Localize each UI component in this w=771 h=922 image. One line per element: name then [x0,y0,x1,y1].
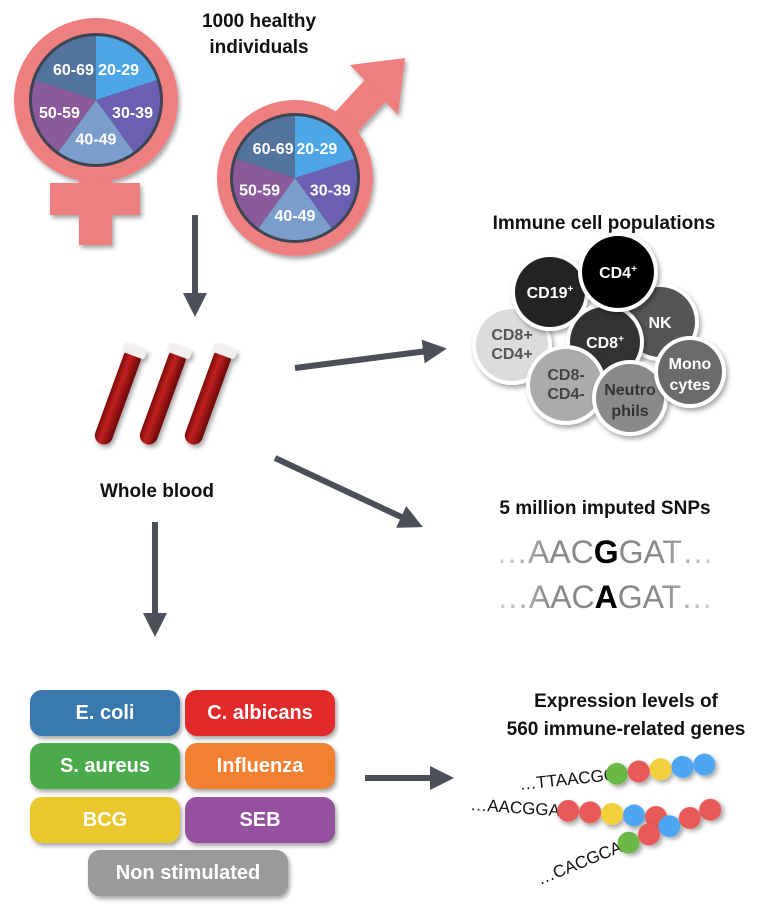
immune-cell-cluster: CD8+ CD4+ CD19+ NK CD8+ CD4+ CD8- CD4- Neutro p… [472,232,726,436]
stim-non-stimulated: Non stimulated [88,850,288,896]
expression-title-line1: Expression levels of [534,691,718,712]
stim-influenza: Influenza [185,743,335,789]
stim-bcg: BCG [30,797,180,843]
cell-neutrophils: Neutro phils [592,360,668,436]
pie-slice-40-49 [258,178,332,240]
expression-bead [699,798,722,821]
female-age-pie: 20-29 30-39 40-49 50-59 60-69 [29,33,163,167]
pie-slice-20-29 [295,116,354,178]
gene-strand: …TTAACGG [518,753,716,794]
cell-label: NK [648,315,672,332]
stim-s-aureus: S. aureus [30,743,180,789]
cell-label-line1: Neutro [604,382,656,399]
expression-bead [605,762,628,785]
pie-slice-30-39 [96,80,161,152]
male-age-pie: 20-29 30-39 40-49 50-59 60-69 [230,113,360,243]
age-label: 50-59 [39,105,80,122]
snps-title: 5 million imputed SNPs [499,498,710,519]
cell-label: CD4+ [599,264,637,282]
stim-e-coli: E. coli [30,690,180,736]
expression-title-line2: 560 immune-related genes [507,719,746,740]
cell-cd4: CD4+ [578,232,658,312]
stim-seb: SEB [185,797,335,843]
cell-label-line2: phils [611,403,648,420]
arrow-to-snps [273,455,423,528]
age-label: 30-39 [112,105,153,122]
cell-label: CD8+ CD4+ [491,327,533,363]
pie-slice-20-29 [96,36,157,100]
pie-slice-30-39 [295,158,357,229]
snp-sequence-2: …AACAGAT… [497,579,713,615]
expression-bead [557,799,580,822]
pie-slice-50-59 [233,158,295,229]
cohort-title-line1: 1000 healthy [202,11,316,32]
expression-bead [671,755,694,778]
expression-bead [579,801,602,824]
age-label: 60-69 [53,62,94,79]
stim-c-albicans: C. albicans [185,690,335,736]
expression-bead [638,823,661,846]
cell-label: CD19+ [527,284,574,302]
cell-label-line1: Mono [669,356,712,373]
gene-sequence: …TTAACGG [518,765,617,794]
arrow-to-cells [294,339,447,371]
gene-strand: …AACGGAT [470,795,667,828]
cell-label-line2: cytes [670,377,711,394]
cell-label: CD8- CD4- [547,367,585,403]
expression-bead [601,802,624,825]
snp-sequence-1: …AACGGAT… [496,534,714,570]
expression-bead [693,753,716,776]
expression-bead [617,831,640,854]
age-label: 50-59 [239,182,280,199]
cell-monocytes: Mono cytes [654,336,726,408]
age-label: 60-69 [253,141,294,158]
expression-bead [649,758,672,781]
age-label: 20-29 [98,62,139,79]
cell-cd8-cd4-: CD8- CD4- [526,345,606,425]
age-label: 40-49 [76,131,117,148]
pie-slice-60-69 [236,116,295,178]
expression-bead [678,807,701,830]
pie-slice-50-59 [32,80,96,152]
immune-cells-title: Immune cell populations [493,213,716,234]
whole-blood-label: Whole blood [100,481,214,502]
cell-cd19: CD19+ [511,253,589,331]
age-label: 30-39 [310,182,351,199]
gene-expression-strands: …TTAACGG…AACGGAT…CACGCAA [470,753,722,889]
cell-label: CD8+ [586,334,624,352]
expression-bead [623,804,646,827]
age-label: 40-49 [275,208,316,225]
cohort-title-line2: individuals [209,37,308,58]
pie-slice-40-49 [58,100,134,164]
pie-slice-60-69 [35,36,96,100]
gene-sequence: …AACGGAT [470,795,570,821]
age-label: 20-29 [296,141,337,158]
blood-tubes-icon [94,342,237,445]
expression-bead [627,760,650,783]
expression-bead [658,815,681,838]
